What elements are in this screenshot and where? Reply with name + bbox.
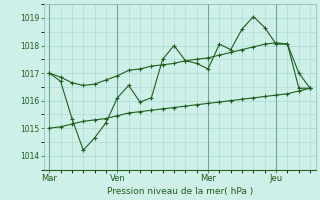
X-axis label: Pression niveau de la mer( hPa ): Pression niveau de la mer( hPa ) [107,187,253,196]
